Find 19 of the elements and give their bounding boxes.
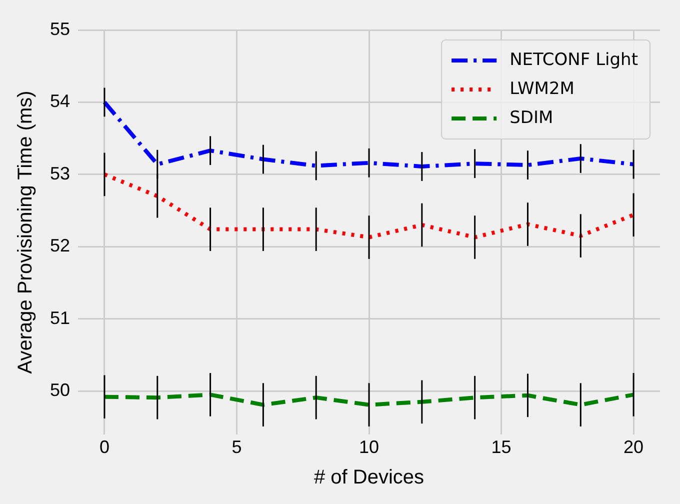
x-tick-label: 10 xyxy=(358,437,380,458)
x-tick-label: 5 xyxy=(232,437,242,458)
line-series xyxy=(102,392,636,407)
y-tick-label: 51 xyxy=(50,308,70,328)
y-tick-label: 55 xyxy=(50,18,70,39)
x-tick-label: 0 xyxy=(99,437,110,458)
x-tick-label: 20 xyxy=(624,437,644,458)
line-series xyxy=(102,172,636,240)
legend-label: SDIM xyxy=(510,108,554,128)
x-tick-label: 15 xyxy=(491,437,512,458)
x-axis-title: # of Devices xyxy=(314,466,424,489)
y-tick-label: 53 xyxy=(50,163,70,184)
y-tick-label: 50 xyxy=(50,380,70,400)
y-tick-label: 52 xyxy=(50,236,70,256)
y-tick-label: 54 xyxy=(50,91,70,112)
y-axis-title: Average Provisioning Time (ms) xyxy=(14,90,37,374)
line-series xyxy=(102,100,636,168)
legend-label: LWM2M xyxy=(510,78,574,99)
legend-label: NETCONF Light xyxy=(510,50,638,70)
